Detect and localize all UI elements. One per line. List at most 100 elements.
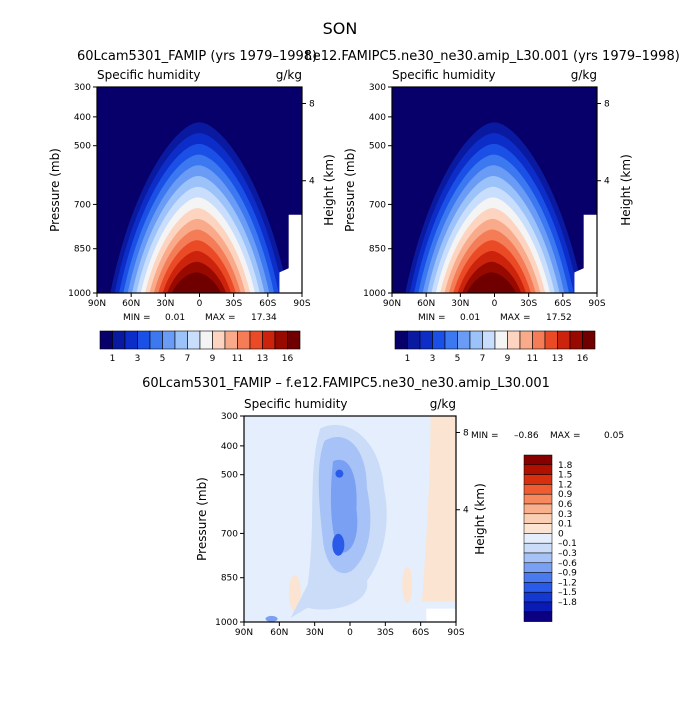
colorbar-swatch — [99, 330, 113, 350]
left-variable-label: Specific humidity — [97, 68, 201, 82]
x-tick-label: 0 — [347, 628, 353, 638]
colorbar-swatch — [137, 330, 151, 350]
diff-contour-field — [244, 416, 456, 622]
colorbar-swatch — [224, 330, 238, 350]
y-tick-label: 300 — [369, 83, 386, 93]
diff-max-label: MAX = — [550, 431, 581, 441]
left-units-label: g/kg — [276, 68, 302, 82]
x-tick-label: 90S — [588, 299, 605, 309]
y-tick-label: 400 — [369, 113, 386, 123]
colorbar-swatch — [457, 330, 471, 350]
y-tick-label: 300 — [74, 83, 91, 93]
right-min-value: 0.01 — [460, 313, 480, 323]
colorbar-label: 0 — [558, 529, 564, 539]
colorbar-swatch — [419, 330, 433, 350]
x-tick-label: 60S — [412, 628, 429, 638]
diff-units-label: g/kg — [430, 397, 456, 411]
colorbar-swatch — [523, 523, 553, 534]
right-min-label: MIN = — [418, 313, 446, 323]
colorbar-swatch — [523, 582, 553, 593]
diff-colorbar: 1.81.51.20.90.60.30.10–0.1–0.3–0.6–0.9–1… — [523, 454, 577, 622]
y-tick-label: 700 — [369, 200, 386, 210]
left-x-ticks: 90N 60N 30N 0 30S 60S 90S — [88, 293, 311, 309]
colorbar-label: 3 — [430, 354, 436, 364]
colorbar-label: 11 — [527, 354, 538, 364]
missing-data-region — [426, 608, 456, 622]
colorbar-swatch — [199, 330, 213, 350]
y-tick-label: 500 — [74, 142, 91, 152]
colorbar-label: 9 — [505, 354, 511, 364]
x-tick-label: 30S — [377, 628, 394, 638]
colorbar-label: 0.1 — [558, 520, 572, 530]
colorbar-label: 16 — [282, 354, 294, 364]
y2-tick-label: 4 — [604, 177, 610, 187]
left-max-value: 17.34 — [251, 313, 277, 323]
colorbar-label: –0.9 — [558, 569, 577, 579]
colorbar-label: 13 — [257, 354, 268, 364]
x-tick-label: 60N — [270, 628, 288, 638]
diff-min-value: –0.86 — [514, 431, 539, 441]
y-tick-label: 500 — [221, 471, 238, 481]
colorbar-label: 0.3 — [558, 510, 572, 520]
left-min-label: MIN = — [123, 313, 151, 323]
contour-band — [265, 615, 278, 622]
colorbar-label: –0.6 — [558, 559, 577, 569]
y-tick-label: 850 — [221, 574, 238, 584]
right-max-value: 17.52 — [546, 313, 572, 323]
difference-panel: Specific humidity g/kg 30040050070085010… — [195, 397, 624, 638]
colorbar-label: –1.8 — [558, 598, 577, 608]
colorbar-swatch — [523, 552, 553, 564]
colorbar-swatch — [523, 591, 553, 603]
colorbar-swatch — [523, 533, 553, 544]
colorbar-swatch — [249, 330, 263, 350]
diff-y2-axis-label: Height (km) — [473, 483, 487, 554]
colorbar-label: 0.9 — [558, 490, 573, 500]
y-tick-label: 400 — [221, 442, 238, 452]
colorbar-label: 1.5 — [558, 471, 572, 481]
colorbar-label: 3 — [135, 354, 141, 364]
contour-band — [466, 272, 516, 293]
contour-band — [335, 469, 344, 478]
x-tick-label: 30S — [225, 299, 242, 309]
colorbar-swatch — [557, 330, 571, 350]
diff-min-label: MIN = — [471, 431, 499, 441]
missing-data-region — [279, 214, 302, 293]
colorbar-label: 1 — [110, 354, 116, 364]
colorbar-swatch — [544, 330, 558, 350]
x-tick-label: 60N — [417, 299, 435, 309]
x-tick-label: 60S — [259, 299, 276, 309]
colorbar-swatch — [582, 330, 596, 350]
colorbar-swatch — [174, 330, 188, 350]
left-min-value: 0.01 — [165, 313, 185, 323]
y-tick-label: 400 — [74, 113, 91, 123]
colorbar-swatch — [523, 484, 553, 495]
colorbar-swatch — [469, 330, 483, 350]
colorbar-label: 9 — [210, 354, 216, 364]
right-colorbar: 1 3 5 7 9 11 13 16 — [394, 330, 596, 364]
colorbar-label: –0.3 — [558, 549, 577, 559]
right-panel: Specific humidity g/kg 30040050070085010… — [343, 68, 633, 364]
contour-band — [330, 459, 358, 553]
colorbar-swatch — [187, 330, 201, 350]
y-tick-label: 700 — [221, 529, 238, 539]
colorbar-swatch — [482, 330, 496, 350]
y-tick-label: 1000 — [363, 289, 386, 299]
colorbar-swatch — [523, 542, 553, 554]
left-panel: Specific humidity g/kg 30040050070085010… — [48, 68, 336, 364]
x-tick-label: 90N — [235, 628, 253, 638]
right-y-axis-label: Pressure (mb) — [343, 148, 357, 232]
colorbar-swatch — [112, 330, 126, 350]
contour-band — [422, 416, 456, 602]
right-y2-axis-label: Height (km) — [619, 154, 633, 225]
colorbar-swatch — [407, 330, 421, 350]
colorbar-label: 7 — [480, 354, 486, 364]
y-tick-label: 1000 — [215, 618, 238, 628]
colorbar-label: –0.1 — [558, 539, 577, 549]
y-tick-label: 300 — [221, 412, 238, 422]
colorbar-swatch — [287, 330, 301, 350]
right-max-label: MAX = — [500, 313, 531, 323]
left-y-axis-label: Pressure (mb) — [48, 148, 62, 232]
missing-data-region — [574, 214, 597, 293]
right-units-label: g/kg — [571, 68, 597, 82]
x-tick-label: 90S — [293, 299, 310, 309]
